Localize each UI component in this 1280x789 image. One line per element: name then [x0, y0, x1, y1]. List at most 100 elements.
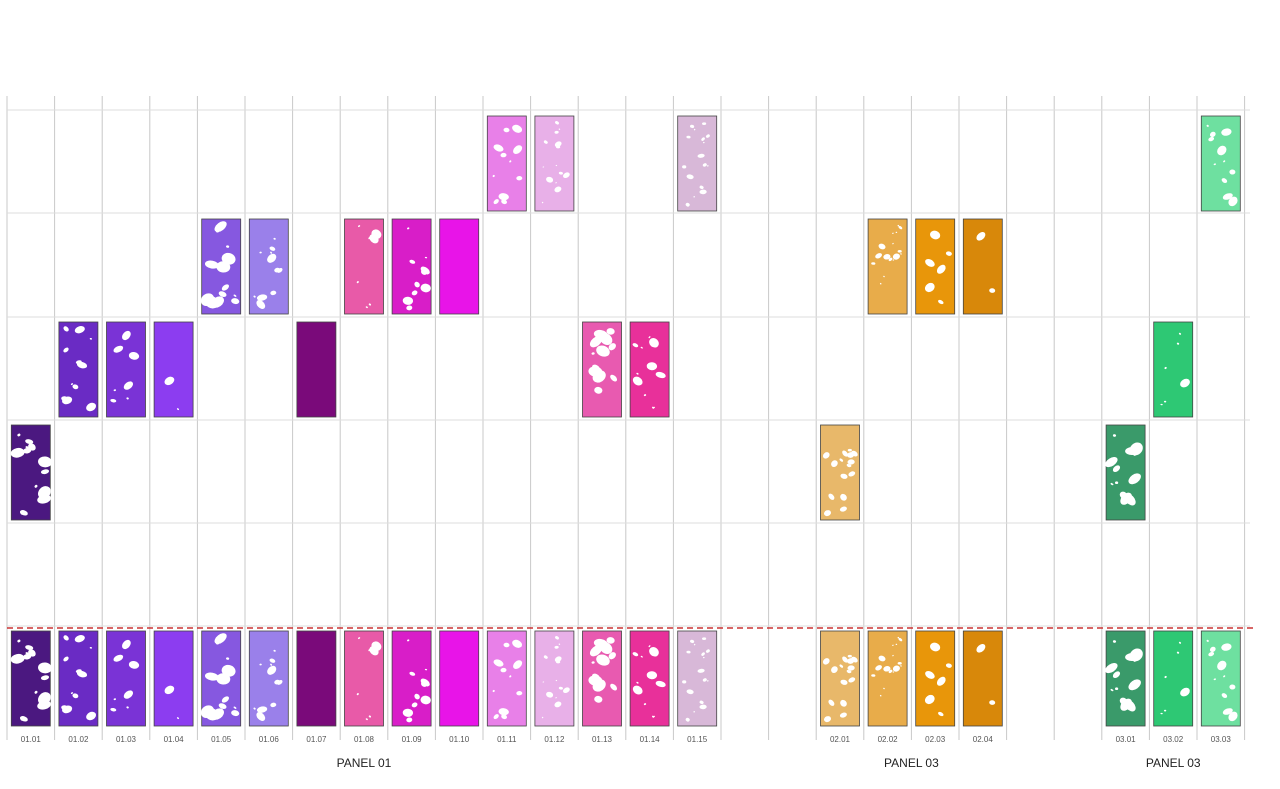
panel-hole	[221, 252, 236, 265]
panel-hole	[86, 402, 97, 412]
panel-hole	[424, 668, 428, 671]
panel-hole	[164, 685, 175, 695]
panel-base-01-14	[629, 630, 670, 727]
panel-hole	[365, 718, 368, 721]
panel-body	[153, 630, 194, 727]
panel-hole	[892, 232, 894, 234]
panel-hole	[72, 693, 79, 699]
panel-hole	[273, 237, 276, 240]
panel-base-01-06	[248, 630, 289, 727]
panel-hole	[211, 296, 224, 308]
panel-hole	[17, 639, 21, 643]
panel-hole	[128, 661, 140, 669]
panel-upper-03-01	[1105, 424, 1146, 521]
panel-hole	[233, 706, 237, 709]
panel-hole	[701, 137, 705, 141]
panel-hole	[898, 637, 903, 642]
column-label: 01.02	[68, 735, 89, 744]
panel-hole	[1128, 679, 1141, 691]
panel-hole	[63, 656, 69, 662]
panel-hole	[640, 346, 643, 349]
panel-hole	[25, 439, 34, 445]
panel-body	[1200, 630, 1241, 727]
panel-upper-01-10	[439, 218, 480, 315]
panel-base-01-03	[106, 630, 146, 727]
panel-hole	[831, 460, 838, 467]
panel-body	[439, 218, 480, 315]
panel-base-02-02	[867, 630, 908, 727]
column-label: 01.14	[640, 735, 661, 744]
panel-hole	[632, 376, 643, 386]
panel-base-01-13	[582, 630, 622, 727]
panel-hole	[558, 128, 561, 130]
panel-hole	[823, 716, 832, 723]
panel-hole	[221, 284, 230, 291]
panel-hole	[1112, 434, 1117, 437]
panel-hole	[701, 652, 705, 656]
panel-body	[867, 218, 908, 315]
panel-hole	[269, 246, 276, 251]
panel-hole	[883, 687, 885, 690]
panel-hole	[705, 649, 710, 653]
panel-hole	[879, 694, 882, 697]
panel-hole	[214, 221, 227, 232]
panel-base-01-01	[10, 630, 52, 727]
panel-hole	[892, 665, 900, 672]
panel-hole	[938, 299, 944, 305]
panel-hole	[509, 160, 512, 163]
panel-hole	[402, 296, 414, 305]
panel-hole	[686, 689, 694, 695]
panel-base-01-08	[344, 630, 384, 727]
panel-hole	[546, 691, 554, 698]
panel-hole	[20, 511, 24, 515]
column-label: 01.01	[21, 735, 42, 744]
panel-hole	[555, 679, 558, 682]
panel-hole	[847, 654, 852, 658]
panel-hole	[936, 264, 946, 274]
panel-base-03-03	[1200, 630, 1241, 727]
panel-hole	[925, 258, 935, 267]
panel-hole	[1128, 473, 1141, 485]
panel-hole	[1229, 684, 1236, 690]
panel-hole	[883, 666, 891, 672]
panel-hole	[218, 291, 227, 297]
panel-hole	[414, 281, 420, 288]
panel-hole	[501, 199, 507, 205]
panel-hole	[512, 124, 523, 133]
column-label: 02.04	[973, 735, 994, 744]
group-labels: PANEL 01 PANEL 03 PANEL 03	[337, 756, 1201, 770]
panel-hole	[253, 295, 256, 298]
column-label: 01.10	[449, 735, 470, 744]
panel-hole	[128, 352, 140, 360]
panel-hole	[699, 704, 707, 710]
panel-hole	[878, 243, 886, 250]
panel-base-02-04	[962, 630, 1003, 727]
panel-hole	[409, 259, 416, 264]
panel-hole	[89, 646, 93, 649]
panel-hole	[498, 708, 509, 716]
panel-body	[677, 630, 718, 727]
panel-hole	[422, 284, 428, 290]
panel-hole	[1221, 693, 1228, 699]
panel-upper-03-03	[1200, 115, 1241, 212]
panel-body	[439, 630, 480, 727]
panel-hole	[273, 649, 276, 652]
panel-hole	[1221, 178, 1228, 184]
panel-hole	[554, 645, 559, 649]
column-label: 01.07	[306, 735, 327, 744]
panel-hole	[822, 658, 830, 665]
panel-hole	[563, 172, 570, 178]
panel-hole	[563, 687, 570, 693]
panel-hole	[693, 711, 695, 713]
panel-hole	[1209, 646, 1216, 653]
panel-body	[296, 630, 337, 727]
panel-hole	[822, 452, 830, 459]
panel-hole	[369, 234, 379, 244]
panel-hole	[1164, 366, 1167, 370]
panel-hole	[589, 645, 603, 657]
panel-hole	[164, 376, 175, 386]
panel-hole	[10, 447, 25, 458]
panel-hole	[989, 700, 996, 705]
panel-hole	[406, 305, 413, 311]
panel-hole	[369, 646, 379, 656]
